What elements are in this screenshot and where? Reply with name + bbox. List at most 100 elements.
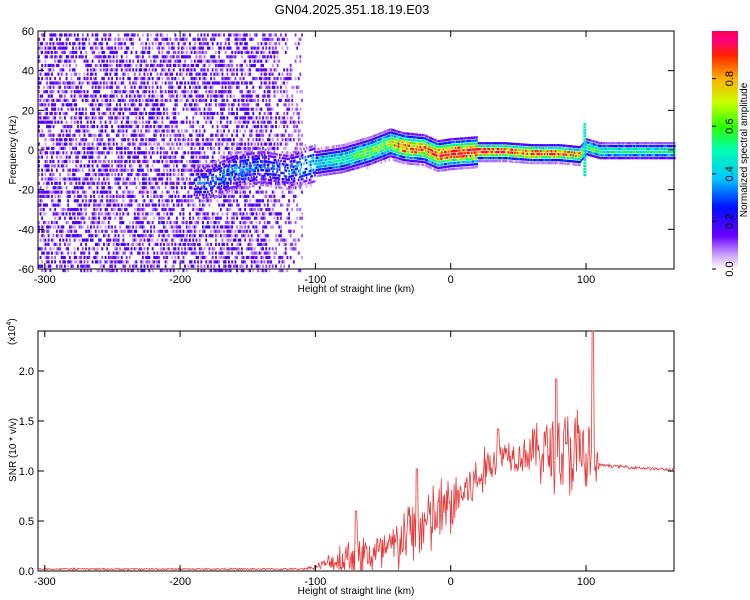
spectrogram-cell <box>122 212 125 216</box>
spectrogram-cell <box>250 50 253 54</box>
spectrogram-cell <box>182 221 185 225</box>
spectrogram-cell <box>241 173 243 177</box>
spectrogram-cell <box>135 221 138 225</box>
spectrogram-cell <box>177 255 180 260</box>
spectrogram-cell <box>193 225 196 229</box>
spectrogram-cell <box>166 255 169 260</box>
spectrogram-cell <box>208 194 211 198</box>
spectrogram-cell <box>122 90 125 94</box>
spectrogram-cell <box>169 120 172 124</box>
spectrogram-cell <box>211 155 214 159</box>
spectrogram-cell <box>112 260 115 264</box>
spectrogram-cell <box>111 116 113 120</box>
spectrogram-cell <box>187 98 190 102</box>
spectrogram-cell <box>109 120 112 124</box>
spectrogram-cell <box>103 234 105 238</box>
spectrogram-cell <box>64 181 66 185</box>
spectrogram-cell <box>60 251 63 255</box>
spectrogram-cell <box>93 173 96 177</box>
spectrogram-cell <box>212 179 215 182</box>
spectrogram-cell <box>250 81 253 85</box>
spectrogram-cell <box>158 173 161 177</box>
spectrogram-cell <box>107 225 110 229</box>
spectrogram-cell <box>210 242 212 246</box>
spectrogram-cell <box>254 77 256 81</box>
spectrogram-cell <box>99 168 102 172</box>
spectrogram-cell <box>231 68 234 72</box>
spectrogram-cell <box>132 238 135 242</box>
spectrogram-cell <box>114 120 117 124</box>
spectrogram-cell <box>231 151 234 155</box>
spectrogram-cell <box>109 142 112 146</box>
spectrogram-cell <box>85 247 87 251</box>
spectrogram-cell <box>151 164 154 168</box>
spectrogram-cell <box>205 234 208 238</box>
spectrogram-cell <box>141 133 144 137</box>
spectrogram-cell <box>120 173 123 177</box>
spectrogram-cell <box>111 68 113 72</box>
spectrogram-cell <box>294 33 297 37</box>
spectrogram-cell <box>283 238 286 242</box>
spectrogram-cell <box>197 264 199 268</box>
spectrogram-cell <box>206 138 209 142</box>
spectrogram-cell <box>143 251 146 255</box>
spectrogram-cell <box>49 151 52 155</box>
spectrogram-cell <box>242 260 245 264</box>
spectrogram-cell <box>117 260 120 264</box>
spectrogram-cell <box>44 116 47 120</box>
spectrogram-cell <box>117 116 120 120</box>
spectrogram-cell <box>59 203 61 207</box>
spectrogram-cell <box>52 125 55 129</box>
spectrogram-cell <box>86 77 89 81</box>
spectrogram-cell <box>247 146 250 150</box>
spectrogram-cell <box>192 129 195 133</box>
spectrogram-cell <box>106 212 109 216</box>
spectrogram-cell <box>49 90 52 94</box>
spectrogram-cell <box>226 238 229 242</box>
spectrogram-cell <box>133 247 136 251</box>
spectrogram-cell <box>283 125 286 129</box>
spectrogram-cell <box>276 212 279 216</box>
spectrogram-cell <box>204 166 206 170</box>
spectrogram-cell <box>213 181 216 185</box>
spectrogram-cell <box>276 216 279 220</box>
spectrogram-cell <box>166 63 169 68</box>
spectrogram-cell <box>104 164 107 168</box>
spectrogram-cell <box>268 33 271 37</box>
spectrogram-cell <box>226 77 229 81</box>
spectrogram-cell <box>189 203 191 207</box>
spectrogram-cell <box>177 138 180 142</box>
spectrogram-cell <box>296 216 299 220</box>
spectrogram-cell <box>245 103 248 107</box>
spectrogram-cell <box>278 177 281 181</box>
spectrogram-cell <box>176 221 178 225</box>
spectrogram-cell <box>239 142 242 146</box>
spectrogram-cell <box>193 50 196 54</box>
spectrogram-cell <box>284 77 287 81</box>
spectrogram-cell <box>78 90 81 94</box>
spectrogram-cell <box>163 138 165 142</box>
spectrogram-cell <box>187 181 190 185</box>
spectrogram-cell <box>91 142 94 146</box>
spectrogram-cell <box>172 107 175 111</box>
spectrogram-cell <box>284 90 287 94</box>
spectrogram-cell <box>158 186 161 190</box>
spectrogram-cell <box>73 120 76 124</box>
spectrogram-cell <box>231 159 234 162</box>
spectrogram-cell <box>81 81 84 85</box>
spectrogram-cell <box>228 269 230 273</box>
spectrogram-cell <box>203 155 206 159</box>
spectrogram-cell <box>236 85 238 89</box>
spectrogram-cell <box>59 116 61 120</box>
spectrogram-cell <box>189 133 191 137</box>
spectrogram-cell <box>220 166 223 170</box>
spectrogram-cell <box>244 155 247 159</box>
spectrogram-cell <box>291 120 294 124</box>
spectrogram-cell <box>141 225 144 229</box>
spectrogram-cell <box>195 85 198 89</box>
spectrogram-cell <box>72 42 74 46</box>
spectrogram-cell <box>133 142 136 146</box>
spectrogram-cell <box>159 59 162 63</box>
spectrogram-cell <box>115 103 118 107</box>
spectrogram-cell <box>60 207 63 212</box>
